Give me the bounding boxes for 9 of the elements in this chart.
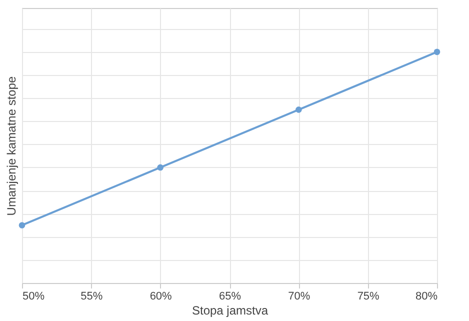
x-tick-label: 75% [357, 290, 380, 302]
x-tick-label: 80% [415, 290, 438, 302]
x-tick-label: 70% [288, 290, 310, 302]
x-tick-label: 65% [218, 290, 242, 302]
x-axis-title: Stopa jamstva [192, 304, 268, 318]
y-axis-title: Umanjenje kamatne stope [4, 76, 18, 216]
x-tick-label: 60% [150, 290, 172, 302]
x-tick-label: 50% [22, 290, 45, 302]
x-tick-label: 55% [80, 290, 103, 302]
